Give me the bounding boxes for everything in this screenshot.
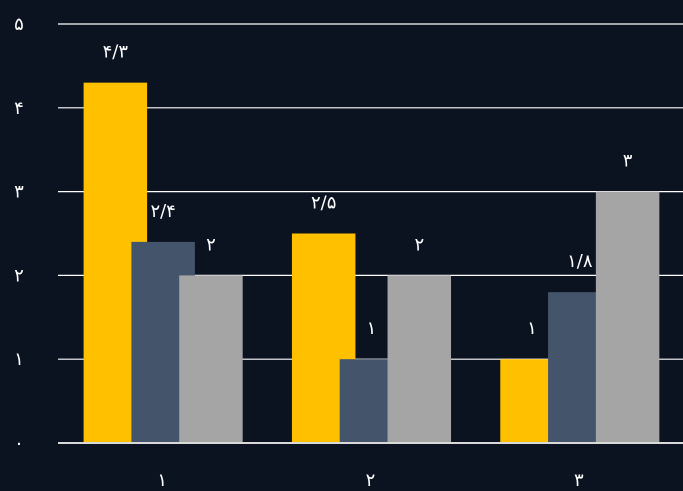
y-tick-label: ۱ — [14, 349, 24, 370]
data-label: ۳ — [623, 151, 633, 172]
data-label: ۴/۳ — [103, 42, 129, 63]
bar — [595, 191, 660, 443]
data-label: ۲ — [206, 234, 216, 255]
data-label: ۲/۵ — [311, 193, 336, 214]
y-tick-label: ۲ — [14, 265, 24, 286]
y-tick-label: ۰ — [14, 433, 24, 454]
bars — [83, 82, 660, 443]
y-tick-label: ۳ — [14, 182, 24, 203]
data-label: ۲ — [414, 234, 424, 255]
x-tick-label: ۱ — [157, 470, 167, 491]
y-tick-label: ۵ — [14, 14, 24, 35]
y-tick-labels: ۰ ۱ ۲ ۳ ۴ ۵ — [14, 14, 24, 454]
data-label: ۱ — [367, 318, 377, 339]
x-tick-label: ۳ — [574, 470, 584, 491]
x-tick-label: ۲ — [366, 470, 376, 491]
x-tick-labels: ۱ ۲ ۳ — [157, 470, 584, 491]
bar — [387, 275, 452, 443]
data-label: ۱ — [527, 318, 537, 339]
data-label: ۱/۸ — [567, 251, 593, 272]
bar — [179, 275, 243, 443]
data-label: ۲/۴ — [150, 201, 175, 222]
data-labels: ۴/۳ ۲/۵ ۱ ۲/۴ ۱ ۱/۸ ۲ ۲ ۳ — [103, 42, 633, 340]
y-tick-label: ۴ — [14, 98, 24, 119]
